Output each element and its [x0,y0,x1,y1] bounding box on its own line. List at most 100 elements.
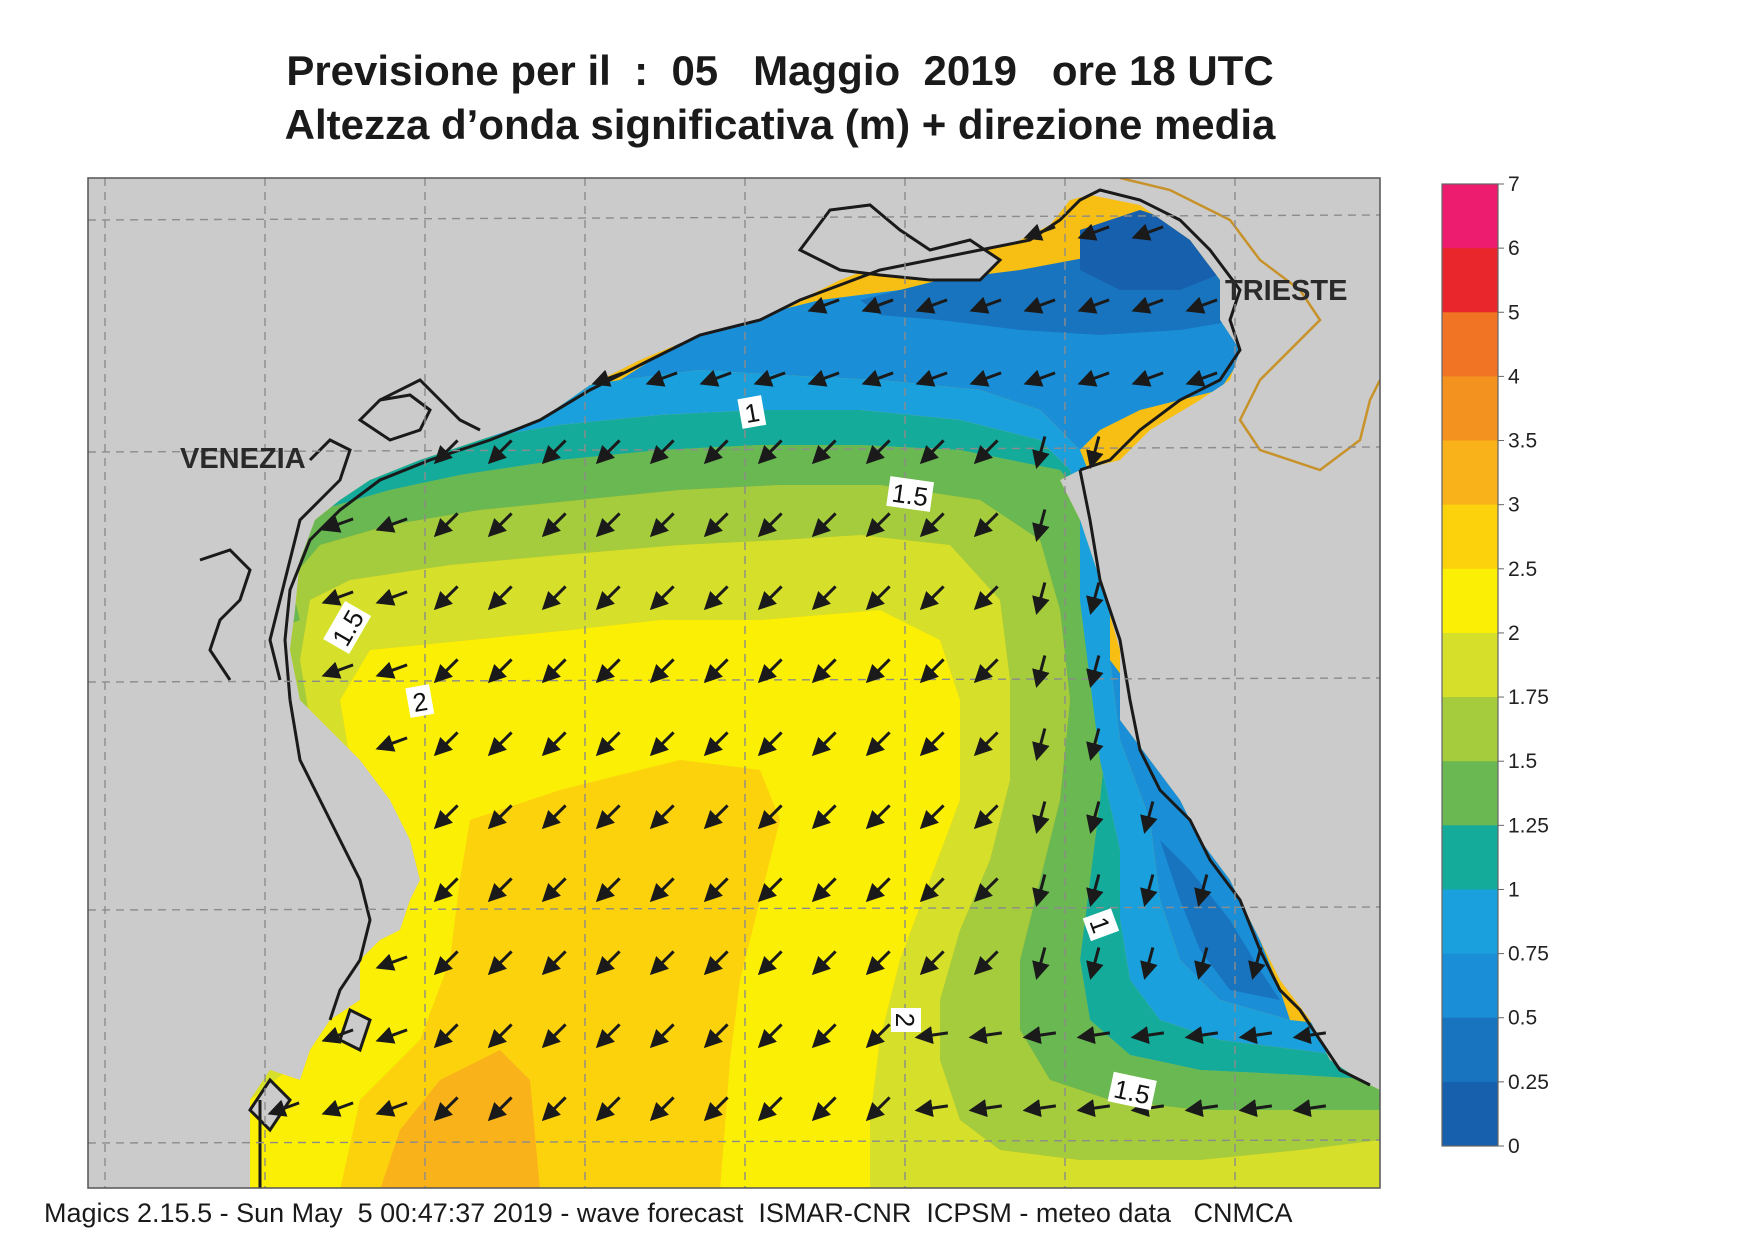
wave-arrow [649,1096,675,1122]
legend-level-label: 0 [1508,1135,1520,1158]
wave-arrow [865,731,891,757]
wave-arrow [703,1096,729,1122]
wave-arrow [591,369,624,387]
wave-arrow [487,512,513,538]
place-label-venezia: VENEZIA [180,443,306,475]
wave-arrow [375,515,408,533]
wave-arrow [811,439,837,465]
wave-arrow [433,1023,459,1049]
wave-arrow [1032,582,1050,615]
wave-arrow [487,877,513,903]
wave-arrow [649,585,675,611]
wave-arrow [595,512,621,538]
wave-arrow [1292,1026,1327,1044]
wave-arrow [1131,369,1164,387]
wave-arrow [861,296,894,314]
wave-arrow [757,658,783,684]
wave-arrow [375,734,408,752]
wave-arrow [541,731,567,757]
wave-arrow [973,585,999,611]
coastline [258,188,1371,1188]
legend-swatch [1442,1081,1498,1147]
wave-arrow [968,1026,1003,1044]
wave-arrow [865,585,891,611]
wave-arrow [595,877,621,903]
wave-arrow [919,950,945,976]
wave-arrow [541,1096,567,1122]
wave-arrow [649,439,675,465]
wave-arrow [861,369,894,387]
wave-arrow [321,515,354,533]
legend-level-label: 0.5 [1508,1007,1537,1030]
wave-arrow [649,658,675,684]
wave-arrow [321,1026,354,1044]
wave-arrow [703,950,729,976]
wave-arrow [1032,728,1050,761]
wave-arrow [645,369,678,387]
islands [248,203,1003,1133]
wave-arrow [433,731,459,757]
wave-arrow [969,296,1002,314]
wave-arrow [1086,947,1104,980]
legend-swatch [1442,568,1498,634]
wave-arrow [703,512,729,538]
wave-arrow [649,731,675,757]
wave-arrow [649,512,675,538]
wave-arrow [1184,1099,1219,1117]
wave-arrow [1076,1099,1111,1117]
wave-arrow [1023,296,1056,314]
wave-arrow [811,950,837,976]
legend-swatch [1442,184,1498,249]
wave-arrow [595,658,621,684]
wave-arrow [1185,296,1218,314]
wave-arrow [757,877,783,903]
map-body: VENEZIA TRIESTE 1 1.5 1.5 2 1 2 1.5 [88,178,1380,1188]
wave-arrow [919,731,945,757]
wave-arrow [1238,1026,1273,1044]
wave-arrow [1130,1026,1165,1044]
wave-arrow [703,731,729,757]
wave-arrow [753,369,786,387]
wave-arrow [703,877,729,903]
wave-arrow [1086,874,1104,907]
wave-arrow [919,804,945,830]
wave-arrow [433,658,459,684]
wave-arrow [1032,509,1050,542]
wave-arrow [973,731,999,757]
wave-arrow [757,585,783,611]
wave-arrow [433,512,459,538]
wave-arrow [1032,947,1050,980]
legend-level-label: 6 [1508,237,1520,260]
wave-arrow [811,877,837,903]
wave-arrow [865,439,891,465]
wave-arrow [973,512,999,538]
wave-arrow [757,512,783,538]
wave-arrow [541,804,567,830]
legend-level-label: 4 [1508,365,1520,388]
wave-arrow [595,439,621,465]
wave-arrow [487,1023,513,1049]
wave-arrow [807,296,840,314]
wave-arrow [757,950,783,976]
legend-swatch [1442,825,1498,890]
wave-arrow [919,877,945,903]
wave-arrow [1086,655,1104,688]
wave-arrow [433,1096,459,1122]
wave-arrow [811,804,837,830]
wave-arrow [1032,436,1050,469]
footer-credits: Magics 2.15.5 - Sun May 5 00:47:37 2019 … [44,1198,1293,1228]
legend-swatch [1442,376,1498,442]
wave-arrow [973,950,999,976]
legend-swatch [1442,440,1498,506]
legend-swatch [1442,504,1498,570]
legend-level-label: 1.75 [1508,686,1549,709]
wave-arrow [1032,655,1050,688]
wave-arrow [703,439,729,465]
wave-arrow [699,369,732,387]
wave-arrow [649,804,675,830]
wave-arrow [1022,1026,1057,1044]
wave-arrow [595,950,621,976]
wave-arrow [595,731,621,757]
wave-arrow [375,588,408,606]
